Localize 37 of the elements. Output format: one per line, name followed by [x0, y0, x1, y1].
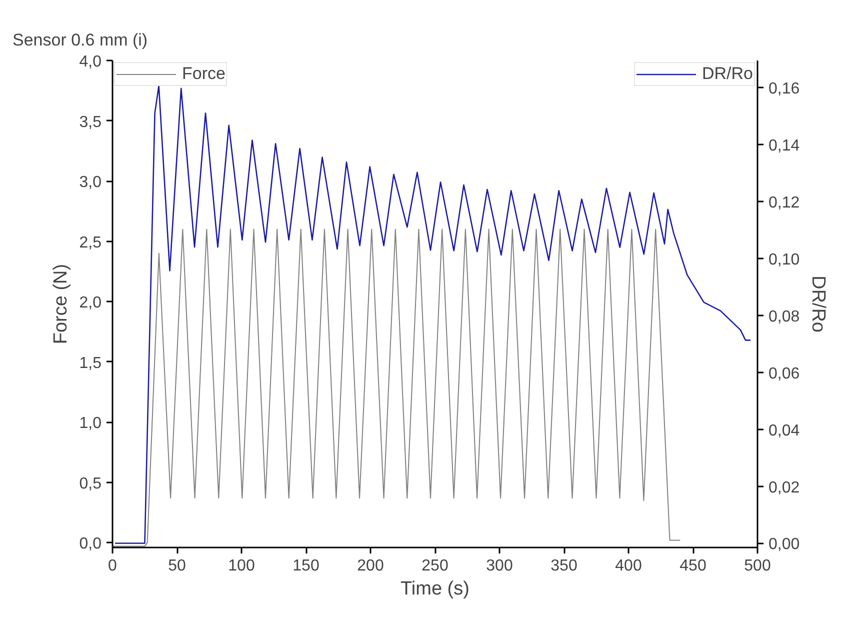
x-tick-label: 200	[357, 558, 384, 574]
y2-tick-label: 0,08	[768, 308, 800, 326]
x-tick-label: 500	[744, 558, 771, 574]
y-tick-label: 1,5	[79, 354, 102, 372]
y-tick-label: 4,0	[79, 54, 102, 70]
y2-tick-label: 0,12	[768, 194, 800, 212]
y2-tick-label: 0,10	[768, 251, 800, 268]
x-axis-title: Time (s)	[400, 578, 470, 600]
x-tick-label: 400	[615, 558, 642, 574]
y-tick-label: 2,5	[79, 234, 102, 252]
x-tick-label: 0	[108, 558, 118, 574]
y2-tick-label: 0,04	[768, 422, 800, 440]
x-tick-label: 150	[292, 558, 320, 574]
x-tick-label: 300	[486, 558, 513, 574]
y2-tick-label: 0,02	[768, 479, 800, 496]
y-tick-label: 0,5	[79, 475, 102, 492]
y2-axis-title: DR/Ro	[808, 275, 829, 333]
legend-label: Force	[182, 64, 226, 84]
y2-tick-label: 0,00	[768, 536, 800, 554]
x-tick-label: 450	[680, 558, 706, 574]
x-tick-label: 50	[168, 558, 186, 574]
y-tick-label: 2,0	[79, 294, 102, 312]
x-tick-label: 350	[550, 558, 578, 574]
legend-label: DR/Ro	[702, 64, 753, 84]
y2-tick-label: 0,06	[768, 365, 800, 382]
y2-tick-label: 0,14	[768, 138, 800, 155]
y-axis-title: Force (N)	[50, 264, 72, 344]
x-tick-label: 250	[422, 558, 448, 574]
y-tick-label: 1,0	[79, 415, 102, 432]
y-tick-label: 3,0	[79, 174, 102, 192]
y2-tick-label: 0,16	[768, 80, 800, 98]
y-tick-label: 0,0	[79, 536, 102, 553]
line-series	[114, 85, 752, 544]
line-series	[112, 228, 681, 547]
chart-title: Sensor 0.6 mm (i)	[12, 30, 148, 50]
y-tick-label: 3,5	[79, 114, 102, 131]
x-tick-label: 100	[228, 558, 255, 574]
